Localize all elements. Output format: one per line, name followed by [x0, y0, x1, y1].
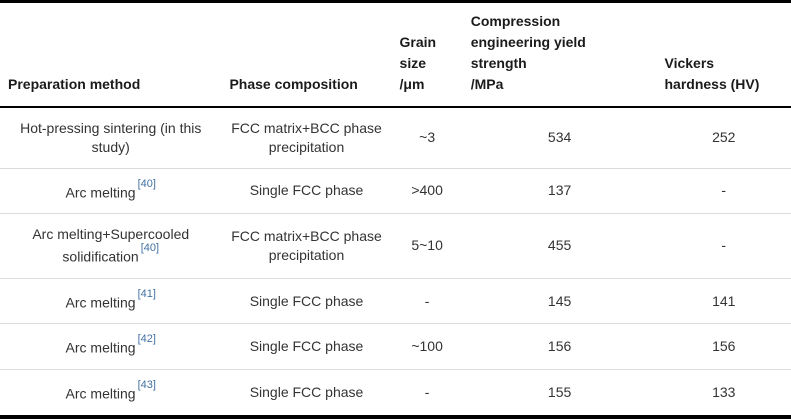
- cell-vickers-hardness: 252: [657, 107, 791, 169]
- cell-phase-composition: Single FCC phase: [221, 278, 391, 324]
- table-body: Hot-pressing sintering (in this study) F…: [0, 107, 791, 417]
- cell-phase-composition: Single FCC phase: [221, 370, 391, 417]
- cell-yield-strength: 534: [463, 107, 657, 169]
- cell-preparation-method: Arc melting+Supercooled solidification[4…: [0, 214, 221, 279]
- cell-grain-size: -: [392, 370, 463, 417]
- header-row: Preparation method Phase composition Gra…: [0, 2, 791, 107]
- cell-grain-size: 5~10: [392, 214, 463, 279]
- cell-yield-strength: 455: [463, 214, 657, 279]
- citation-link[interactable]: [40]: [138, 178, 156, 190]
- cell-grain-size: -: [392, 278, 463, 324]
- cell-phase-composition: FCC matrix+BCC phase precipitation: [221, 107, 391, 169]
- cell-preparation-method: Hot-pressing sintering (in this study): [0, 107, 221, 169]
- citation-link[interactable]: [41]: [138, 288, 156, 300]
- table-row: Arc melting[43] Single FCC phase - 155 1…: [0, 370, 791, 417]
- cell-yield-strength: 155: [463, 370, 657, 417]
- col-header-label: Phase composition: [229, 74, 385, 95]
- table-row: Arc melting[40] Single FCC phase >400 13…: [0, 168, 791, 214]
- table-header: Preparation method Phase composition Gra…: [0, 2, 791, 107]
- citation-link[interactable]: [43]: [138, 379, 156, 391]
- cell-vickers-hardness: 133: [657, 370, 791, 417]
- cell-vickers-hardness: 156: [657, 324, 791, 370]
- cell-preparation-method: Arc melting[43]: [0, 370, 221, 417]
- cell-phase-composition: Single FCC phase: [221, 168, 391, 214]
- cell-vickers-hardness: -: [657, 168, 791, 214]
- col-header-grain-size: Grain size /μm: [392, 2, 463, 107]
- col-header-label: Preparation method: [8, 74, 215, 95]
- cell-vickers-hardness: -: [657, 214, 791, 279]
- cell-preparation-method: Arc melting[42]: [0, 324, 221, 370]
- citation-link[interactable]: [40]: [141, 242, 159, 254]
- cell-vickers-hardness: 141: [657, 278, 791, 324]
- col-header-preparation-method: Preparation method: [0, 2, 221, 107]
- table-row: Arc melting[41] Single FCC phase - 145 1…: [0, 278, 791, 324]
- citation-link[interactable]: [42]: [138, 333, 156, 345]
- cell-yield-strength: 145: [463, 278, 657, 324]
- cell-grain-size: ~3: [392, 107, 463, 169]
- table-row: Arc melting+Supercooled solidification[4…: [0, 214, 791, 279]
- cell-phase-composition: FCC matrix+BCC phase precipitation: [221, 214, 391, 279]
- cell-yield-strength: 156: [463, 324, 657, 370]
- col-header-vickers-hardness: Vickers hardness (HV): [657, 2, 791, 107]
- cell-preparation-method: Arc melting[41]: [0, 278, 221, 324]
- cell-grain-size: >400: [392, 168, 463, 214]
- cell-preparation-method: Arc melting[40]: [0, 168, 221, 214]
- cell-grain-size: ~100: [392, 324, 463, 370]
- cell-yield-strength: 137: [463, 168, 657, 214]
- table-row: Hot-pressing sintering (in this study) F…: [0, 107, 791, 169]
- table-row: Arc melting[42] Single FCC phase ~100 15…: [0, 324, 791, 370]
- cell-phase-composition: Single FCC phase: [221, 324, 391, 370]
- col-header-yield-strength: Compression engineering yield strength /…: [463, 2, 657, 107]
- col-header-phase-composition: Phase composition: [221, 2, 391, 107]
